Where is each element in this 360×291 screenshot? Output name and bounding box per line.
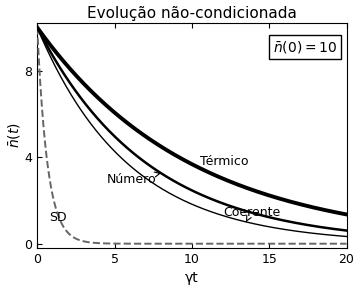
Text: Número: Número (107, 172, 160, 186)
Text: Coerente: Coerente (223, 205, 280, 221)
Y-axis label: $\bar{n}(t)$: $\bar{n}(t)$ (5, 123, 22, 148)
Title: Evolução não-condicionada: Evolução não-condicionada (87, 6, 297, 21)
Text: $\bar{n}(0)=10$: $\bar{n}(0)=10$ (273, 39, 337, 55)
Text: Térmico: Térmico (199, 155, 248, 168)
X-axis label: γt: γt (185, 272, 199, 285)
Text: SD: SD (50, 211, 67, 224)
